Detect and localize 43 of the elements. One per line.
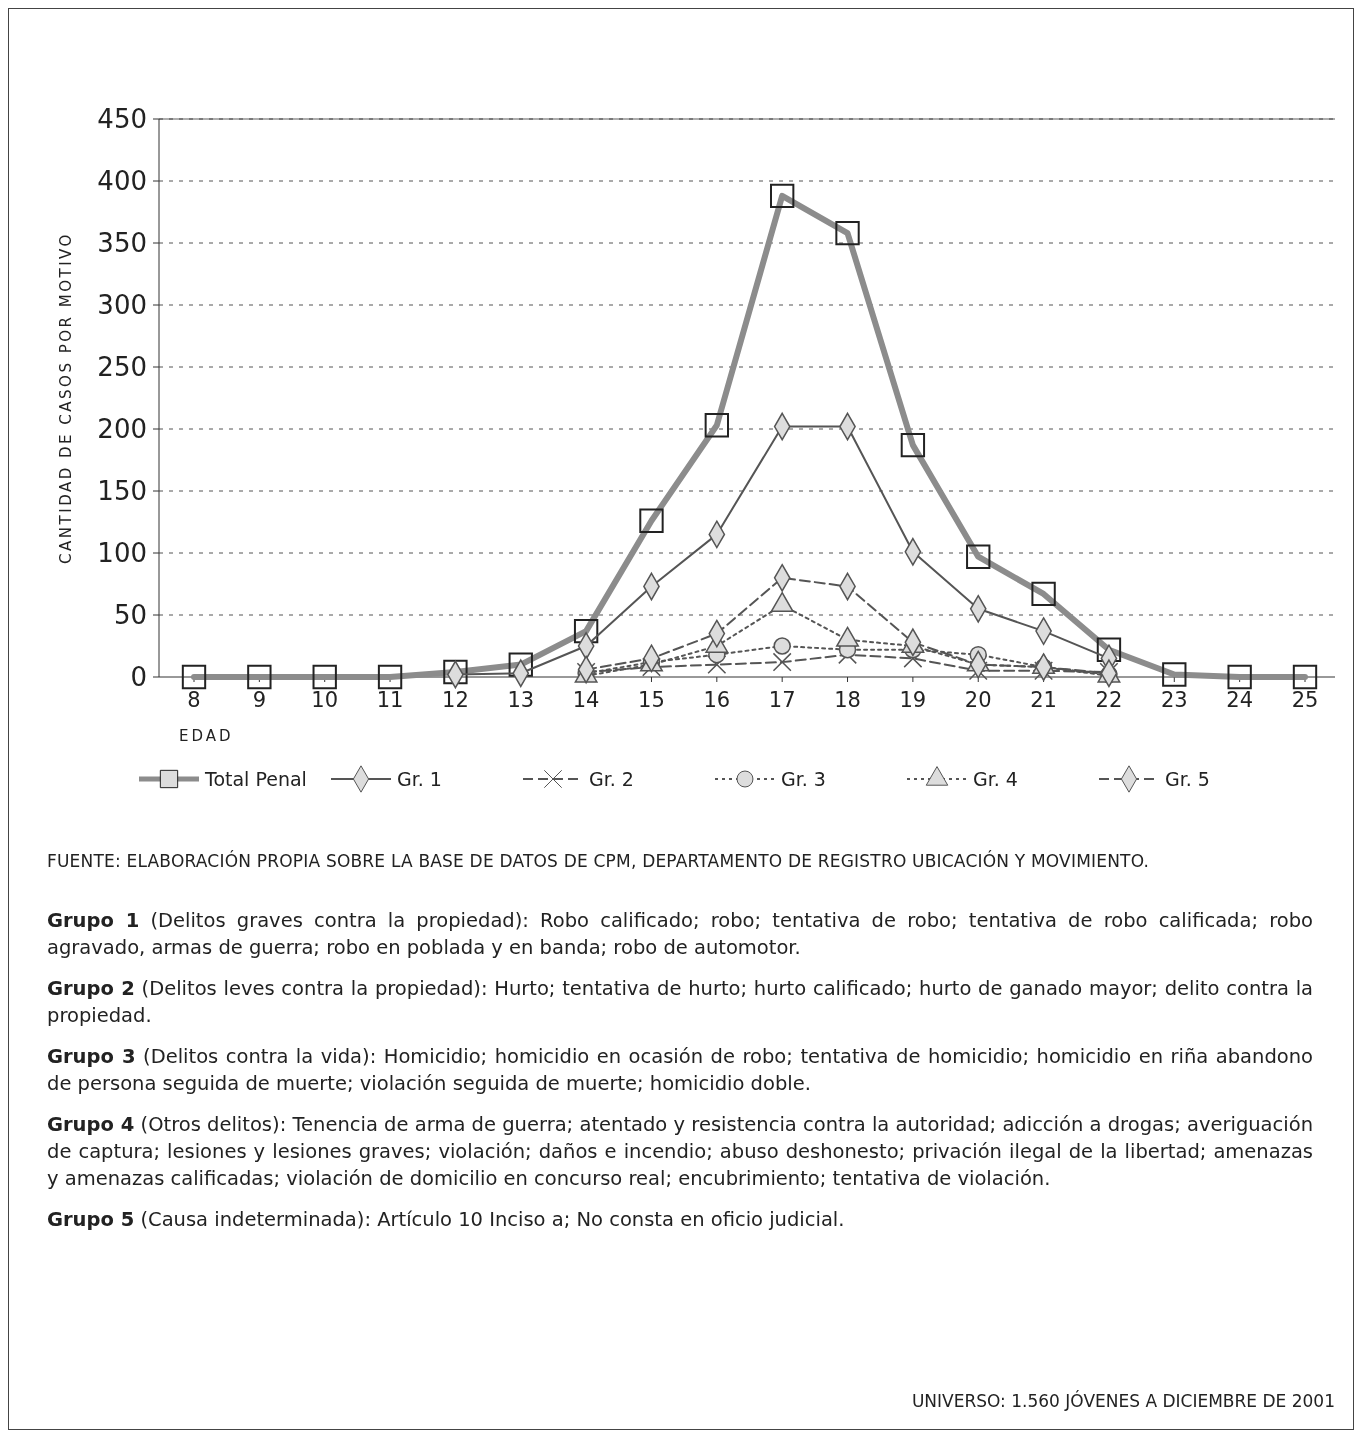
x-tick-label: 10	[311, 688, 339, 712]
text: Grupo 1 (Delitos graves contra la propiedad): Robo calificado; robo; tentativa de robo; tentativa de robo calificada; robo agravado, armas de guerra; robo en poblada y en banda; robo de automotor.	[47, 909, 1313, 959]
legend-label: Gr. 2	[589, 767, 634, 790]
y-tick-label: 50	[113, 600, 147, 631]
y-tick-label: 150	[97, 476, 147, 507]
x-tick-label: 11	[376, 688, 404, 712]
x-tick-label: 14	[572, 688, 600, 712]
y-tick-label: 0	[130, 662, 147, 693]
text: Grupo 5 (Causa indeterminada): Artículo 10 Inciso a; No consta en oficio judicial.	[47, 1208, 845, 1231]
x-tick-label: 13	[507, 688, 535, 712]
text: Grupo 3 (Delitos contra la vida): Homicidio; homicidio en ocasión de robo; tentativa de homicidio; homicidio en riña abandono de persona seguida de muerte; violación seguida de muerte; homicidio doble.	[47, 1045, 1313, 1095]
x-tick-label: 12	[442, 688, 469, 712]
text: Grupo 4 (Otros delitos): Tenencia de arma de guerra; atentado y resistencia contra la autoridad; adicción a drogas; averiguación de captura; lesiones y lesiones graves; violación; daños e incendio; abuso deshonesto; privación ilegal de la libertad; amenazas y amenazas calificadas; violación de domicilio en concurso real; encubrimiento; tentativa de violación.	[47, 1113, 1313, 1190]
legend-label: Gr. 4	[973, 767, 1018, 790]
y-tick-label: 100	[97, 538, 147, 569]
y-tick-label: 450	[97, 104, 147, 135]
x-tick-label: 8	[187, 688, 201, 712]
y-tick-label: 400	[97, 166, 147, 197]
legend-label: Gr. 1	[397, 767, 442, 790]
legend-label: Gr. 3	[781, 767, 826, 790]
legend-label: Total Penal	[204, 767, 307, 790]
text: Grupo 2 (Delitos leves contra la propiedad): Hurto; tentativa de hurto; hurto calificado; hurto de ganado mayor; delito contra la propiedad.	[47, 977, 1313, 1027]
y-axis-title: CANTIDAD DE CASOS POR MOTIVO	[57, 232, 75, 564]
x-tick-label: 20	[964, 688, 992, 712]
x-axis-title: EDAD	[179, 727, 234, 745]
x-tick-label: 9	[252, 688, 267, 712]
x-tick-label: 18	[834, 688, 861, 712]
legend-label: Gr. 5	[1165, 767, 1210, 790]
x-tick-label: 19	[899, 688, 927, 712]
y-tick-label: 350	[97, 228, 147, 259]
source-note: FUENTE: ELABORACIÓN PROPIA SOBRE LA BASE DE DATOS DE CPM, DEPARTAMENTO DE REGISTRO UBICACIÓN Y MOVIMIENTO.	[47, 851, 1151, 871]
y-tick-label: 250	[97, 352, 147, 383]
x-tick-label: 24	[1226, 688, 1254, 712]
x-tick-label: 25	[1291, 688, 1319, 712]
x-tick-label: 23	[1160, 688, 1188, 712]
x-tick-label: 17	[768, 688, 796, 712]
x-tick-label: 16	[703, 688, 731, 712]
y-tick-label: 300	[97, 290, 147, 321]
x-tick-label: 22	[1095, 688, 1123, 712]
text: UNIVERSO: 1.560 JÓVENES A DICIEMBRE DE 2001	[911, 1391, 1335, 1411]
x-tick-label: 21	[1030, 688, 1057, 712]
y-tick-label: 200	[97, 414, 147, 445]
x-tick-label: 15	[638, 688, 665, 712]
